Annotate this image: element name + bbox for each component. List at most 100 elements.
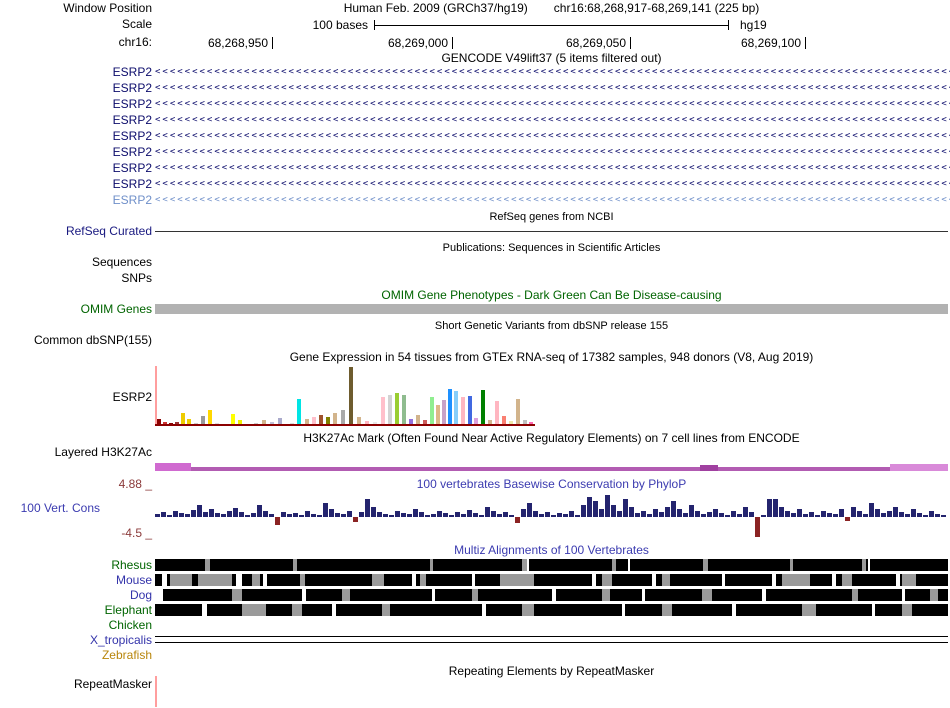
gtex-tissue-bar[interactable] bbox=[231, 414, 235, 426]
repeatmasker-track-title[interactable]: Repeating Elements by RepeatMasker bbox=[448, 664, 655, 678]
gtex-tissue-bar[interactable] bbox=[474, 418, 478, 426]
refseq-curated-label[interactable]: RefSeq Curated bbox=[65, 224, 152, 238]
species-alignment-track[interactable] bbox=[155, 573, 948, 586]
gtex-tissue-bar[interactable] bbox=[409, 419, 413, 426]
h3k27ac-peak[interactable] bbox=[191, 467, 700, 471]
species-alignment-track[interactable] bbox=[155, 603, 948, 616]
repeatmasker-label[interactable]: RepeatMasker bbox=[73, 677, 152, 691]
gtex-tissue-bar[interactable] bbox=[157, 419, 161, 426]
gtex-tissue-bar[interactable] bbox=[442, 400, 446, 426]
h3k27ac-peak[interactable] bbox=[890, 464, 948, 471]
gencode-track-title[interactable]: GENCODE V49lift37 (5 items filtered out) bbox=[441, 51, 662, 65]
multiz-track-title[interactable]: Multiz Alignments of 100 Vertebrates bbox=[454, 543, 649, 557]
gtex-tissue-bar[interactable] bbox=[305, 419, 309, 426]
h3k27ac-peak[interactable] bbox=[718, 467, 890, 471]
publications-track-title[interactable]: Publications: Sequences in Scientific Ar… bbox=[442, 242, 661, 254]
omim-track-title[interactable]: OMIM Gene Phenotypes - Dark Green Can Be… bbox=[381, 288, 722, 302]
refseq-track-title[interactable]: RefSeq genes from NCBI bbox=[489, 211, 614, 223]
species-alignment-track[interactable] bbox=[155, 649, 948, 661]
gtex-bars[interactable] bbox=[155, 366, 948, 426]
omim-genes-label[interactable]: OMIM Genes bbox=[80, 302, 152, 316]
transcript-label[interactable]: ESRP2 bbox=[112, 145, 152, 159]
transcript-row[interactable]: ESRP2 <<<<<<<<<<<<<<<<<<<<<<<<<<<<<<<<<<<… bbox=[0, 112, 950, 128]
species-row[interactable]: Elephant bbox=[0, 602, 950, 617]
omim-gene-bar[interactable] bbox=[155, 304, 948, 314]
h3k27ac-track-title[interactable]: H3K27Ac Mark (Often Found Near Active Re… bbox=[303, 431, 800, 445]
gtex-tissue-bar[interactable] bbox=[357, 417, 361, 426]
species-row[interactable]: Zebrafish bbox=[0, 647, 950, 662]
gtex-tissue-bar[interactable] bbox=[208, 410, 212, 426]
species-row[interactable]: X_tropicalis bbox=[0, 632, 950, 647]
gtex-tissue-bar[interactable] bbox=[416, 415, 420, 426]
h3k27ac-peak[interactable] bbox=[155, 463, 191, 471]
gtex-tissue-bar[interactable] bbox=[381, 397, 385, 426]
gtex-tissue-bar[interactable] bbox=[365, 421, 369, 426]
gtex-tissue-bar[interactable] bbox=[388, 395, 392, 426]
gtex-tissue-bar[interactable] bbox=[423, 420, 427, 426]
gtex-tissue-bar[interactable] bbox=[278, 418, 282, 426]
gtex-tissue-bar[interactable] bbox=[516, 399, 520, 426]
gtex-tissue-bar[interactable] bbox=[454, 391, 458, 426]
gtex-tissue-bar[interactable] bbox=[436, 405, 440, 426]
species-label[interactable]: Dog bbox=[129, 587, 152, 602]
gtex-tissue-bar[interactable] bbox=[319, 415, 323, 426]
gtex-tissue-bar[interactable] bbox=[523, 420, 527, 426]
species-alignment-track[interactable] bbox=[155, 619, 948, 631]
transcript-label[interactable]: ESRP2 bbox=[112, 177, 152, 191]
transcript-row[interactable]: ESRP2 <<<<<<<<<<<<<<<<<<<<<<<<<<<<<<<<<<<… bbox=[0, 192, 950, 208]
dbsnp-track-title[interactable]: Short Genetic Variants from dbSNP releas… bbox=[434, 320, 669, 332]
gtex-tissue-bar[interactable] bbox=[402, 395, 406, 426]
gtex-tissue-bar[interactable] bbox=[181, 413, 185, 426]
species-label[interactable]: X_tropicalis bbox=[89, 632, 152, 647]
gtex-tissue-bar[interactable] bbox=[395, 393, 399, 426]
gtex-tissue-bar[interactable] bbox=[349, 367, 353, 426]
transcript-row[interactable]: ESRP2 <<<<<<<<<<<<<<<<<<<<<<<<<<<<<<<<<<<… bbox=[0, 176, 950, 192]
refseq-track-line[interactable] bbox=[155, 231, 948, 232]
gtex-tissue-bar[interactable] bbox=[262, 420, 266, 426]
transcript-row[interactable]: ESRP2 <<<<<<<<<<<<<<<<<<<<<<<<<<<<<<<<<<<… bbox=[0, 80, 950, 96]
dbsnp-label[interactable]: Common dbSNP(155) bbox=[33, 333, 152, 347]
h3k27ac-label[interactable]: Layered H3K27Ac bbox=[54, 445, 152, 459]
transcript-row[interactable]: ESRP2 <<<<<<<<<<<<<<<<<<<<<<<<<<<<<<<<<<<… bbox=[0, 160, 950, 176]
species-label[interactable]: Zebrafish bbox=[101, 647, 152, 662]
gtex-tissue-bar[interactable] bbox=[238, 420, 242, 426]
gtex-tissue-bar[interactable] bbox=[509, 421, 513, 426]
gtex-tissue-bar[interactable] bbox=[341, 410, 345, 426]
gtex-gene-label[interactable]: ESRP2 bbox=[112, 390, 152, 404]
species-alignment-track[interactable] bbox=[155, 558, 948, 571]
gtex-tissue-bar[interactable] bbox=[488, 420, 492, 426]
transcript-label[interactable]: ESRP2 bbox=[112, 65, 152, 79]
gtex-tissue-bar[interactable] bbox=[312, 417, 316, 426]
transcript-label[interactable]: ESRP2 bbox=[112, 97, 152, 111]
species-label[interactable]: Rhesus bbox=[111, 557, 152, 572]
transcript-row[interactable]: ESRP2 <<<<<<<<<<<<<<<<<<<<<<<<<<<<<<<<<<<… bbox=[0, 128, 950, 144]
gtex-tissue-bar[interactable] bbox=[495, 401, 499, 426]
transcript-row[interactable]: ESRP2 <<<<<<<<<<<<<<<<<<<<<<<<<<<<<<<<<<<… bbox=[0, 144, 950, 160]
species-row[interactable]: Dog bbox=[0, 587, 950, 602]
gtex-tissue-bar[interactable] bbox=[468, 396, 472, 426]
species-row[interactable]: Chicken bbox=[0, 617, 950, 632]
gtex-tissue-bar[interactable] bbox=[297, 399, 301, 426]
transcript-row[interactable]: ESRP2 <<<<<<<<<<<<<<<<<<<<<<<<<<<<<<<<<<<… bbox=[0, 64, 950, 80]
h3k27ac-peak[interactable] bbox=[700, 465, 718, 471]
gtex-tissue-bar[interactable] bbox=[430, 397, 434, 426]
gtex-tissue-bar[interactable] bbox=[326, 417, 330, 426]
gtex-track-title[interactable]: Gene Expression in 54 tissues from GTEx … bbox=[289, 350, 814, 364]
gtex-tissue-bar[interactable] bbox=[187, 419, 191, 426]
transcript-label[interactable]: ESRP2 bbox=[112, 129, 152, 143]
species-label[interactable]: Elephant bbox=[104, 602, 152, 617]
species-alignment-track[interactable] bbox=[155, 636, 948, 643]
gtex-tissue-bar[interactable] bbox=[333, 413, 337, 426]
transcript-label[interactable]: ESRP2 bbox=[112, 81, 152, 95]
snps-label[interactable]: SNPs bbox=[121, 271, 152, 285]
species-label[interactable]: Chicken bbox=[108, 617, 152, 632]
gtex-tissue-bar[interactable] bbox=[448, 389, 452, 426]
conservation-bars[interactable] bbox=[155, 490, 948, 537]
conservation-track-label[interactable]: 100 Vert. Cons bbox=[20, 501, 100, 515]
phylop-track-title[interactable]: 100 vertebrates Basewise Conservation by… bbox=[416, 477, 687, 491]
gtex-tissue-bar[interactable] bbox=[201, 416, 205, 426]
transcript-label[interactable]: ESRP2 bbox=[112, 113, 152, 127]
transcript-label[interactable]: ESRP2 bbox=[112, 193, 152, 207]
species-alignment-track[interactable] bbox=[155, 588, 948, 601]
h3k27ac-bars[interactable] bbox=[155, 462, 948, 471]
